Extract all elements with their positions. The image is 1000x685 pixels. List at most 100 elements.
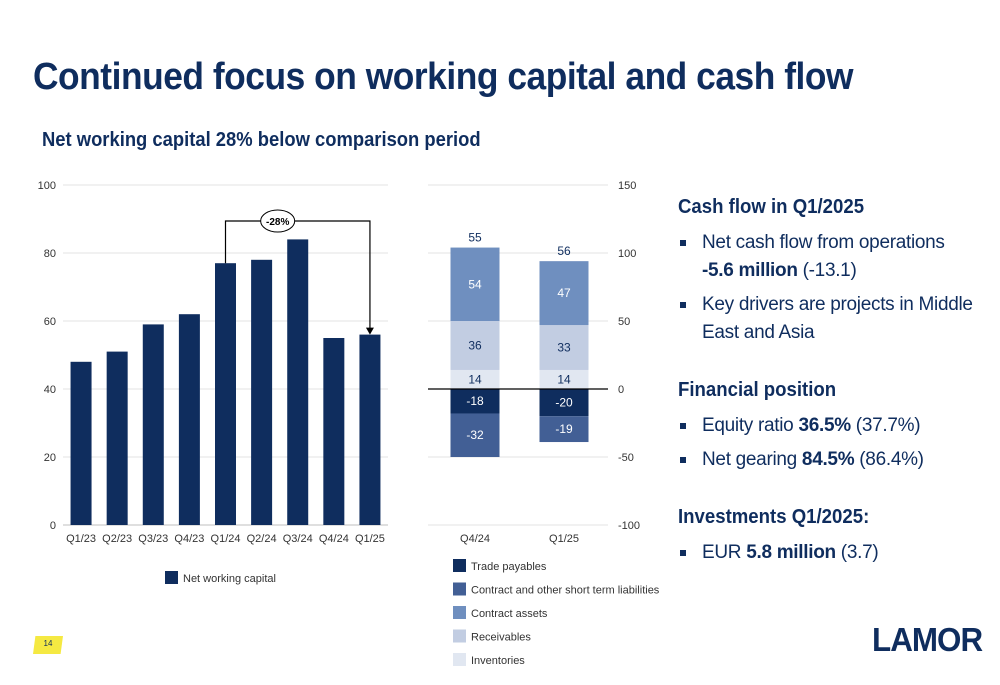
bar-q2-24 — [251, 259, 273, 525]
bar-q4-23 — [178, 314, 200, 525]
y-tick-label: 80 — [44, 248, 56, 260]
bullet-icon — [680, 240, 686, 246]
cash-flow-bullet-1-comparison: (-13.1) — [797, 260, 857, 281]
data-label: 47 — [557, 286, 571, 300]
segment-contract-assets — [539, 261, 589, 326]
net-gearing-label: Net gearing — [702, 449, 802, 470]
data-label: -20 — [555, 396, 573, 410]
y-tick-label: 40 — [44, 384, 56, 396]
cash-flow-bullet-1: Net cash flow from operations -5.6 milli… — [678, 229, 978, 285]
y-tick-label: 60 — [44, 316, 56, 328]
investments-bullet: EUR 5.8 million (3.7) — [678, 539, 978, 567]
y-tick-label: 0 — [618, 384, 624, 396]
x-tick-label: Q1/25 — [549, 533, 579, 545]
y-tick-label: -100 — [618, 520, 640, 532]
legend-swatch-inventories — [453, 653, 466, 666]
data-label: 54 — [468, 277, 482, 291]
investments-section: Investments Q1/2025: EUR 5.8 million (3.… — [678, 506, 978, 567]
bar-q4-24 — [323, 338, 345, 525]
segment-contract-assets — [450, 247, 500, 321]
segment-contract-and-other-short-term-liabilities — [539, 416, 589, 443]
cash-flow-heading: Cash flow in Q1/2025 — [678, 196, 865, 218]
legend-swatch-contract-assets — [453, 606, 466, 619]
y-tick-label: 100 — [38, 180, 56, 192]
legend-label: Net working capital — [183, 573, 276, 585]
x-tick-label: Q3/24 — [283, 533, 313, 545]
financial-position-section: Financial position Equity ratio 36.5% (3… — [678, 379, 978, 474]
bullet-icon — [680, 423, 686, 429]
investments-heading: Investments Q1/2025: — [678, 506, 870, 528]
change-badge — [260, 209, 296, 233]
data-label: 14 — [468, 372, 482, 386]
legend-swatch-trade-payables — [453, 559, 466, 572]
bullet-icon — [680, 457, 686, 463]
legend-swatch-contract-and-other-short-term-liabilities — [453, 582, 466, 596]
net-gearing-value: 84.5% — [801, 449, 855, 470]
segment-receivables — [450, 321, 500, 370]
cash-flow-bullet-1-text: Net cash flow from operations — [702, 232, 945, 253]
investments-label: EUR — [702, 542, 747, 563]
x-tick-label: Q1/23 — [66, 533, 96, 545]
page-number-badge: 14 — [33, 636, 63, 654]
x-tick-label: Q4/23 — [174, 533, 204, 545]
investments-value: 5.8 million — [746, 542, 836, 563]
legend-swatch-receivables — [453, 629, 466, 643]
page-number-shape — [33, 636, 63, 654]
x-tick-label: Q4/24 — [460, 533, 490, 545]
equity-ratio-comparison: (37.7%) — [850, 415, 921, 436]
cash-flow-bullet-2: Key drivers are projects in Middle East … — [678, 291, 978, 347]
y-tick-label: 0 — [50, 520, 56, 532]
total-label: 55 — [468, 231, 482, 245]
change-arrow-head — [365, 327, 374, 335]
equity-ratio-label: Equity ratio — [702, 415, 799, 436]
data-label: -32 — [466, 428, 484, 442]
bar-q1-25 — [359, 334, 381, 525]
segment-inventories — [450, 369, 500, 389]
bullet-icon — [680, 302, 686, 308]
x-tick-label: Q1/24 — [211, 533, 241, 545]
segment-receivables — [539, 325, 589, 370]
segment-contract-and-other-short-term-liabilities — [450, 413, 500, 457]
data-label: -18 — [466, 394, 484, 408]
bullet-icon — [680, 550, 686, 556]
segment-trade-payables — [539, 389, 589, 417]
equity-ratio-value: 36.5% — [798, 415, 851, 436]
page-number: 14 — [43, 639, 53, 648]
data-label: 14 — [557, 372, 571, 386]
y-tick-label: 100 — [618, 248, 636, 260]
change-badge-label: -28% — [266, 217, 289, 228]
data-label: 33 — [557, 341, 571, 355]
bar-q1-24 — [215, 263, 236, 525]
investments-comparison: (3.7) — [835, 542, 879, 563]
y-tick-label: 20 — [44, 452, 56, 464]
net-gearing-bullet: Net gearing 84.5% (86.4%) — [678, 446, 978, 474]
segment-inventories — [539, 369, 589, 389]
bar-q3-24 — [287, 239, 309, 525]
data-label: 36 — [468, 338, 482, 352]
x-tick-label: Q2/23 — [102, 533, 132, 545]
y-tick-label: -50 — [618, 452, 634, 464]
cash-flow-bullet-1-value: -5.6 million — [702, 260, 798, 281]
legend-label: Contract assets — [471, 608, 548, 620]
legend-label: Inventories — [471, 655, 525, 667]
legend-label: Receivables — [471, 632, 531, 644]
page-title: Continued focus on working capital and c… — [33, 56, 854, 98]
equity-ratio-bullet: Equity ratio 36.5% (37.7%) — [678, 412, 978, 440]
x-tick-label: Q3/23 — [138, 533, 168, 545]
change-arrow-line — [224, 220, 371, 329]
x-tick-label: Q2/24 — [247, 533, 277, 545]
legend-label: Contract and other short term liabilitie… — [471, 585, 660, 597]
net-gearing-comparison: (86.4%) — [854, 449, 924, 470]
x-tick-label: Q1/25 — [355, 533, 385, 545]
lamor-logo: LAMOR — [872, 621, 983, 658]
cash-flow-section: Cash flow in Q1/2025 Net cash flow from … — [678, 196, 978, 347]
summary-panel: Cash flow in Q1/2025 Net cash flow from … — [678, 196, 978, 599]
bar-q1-23 — [70, 361, 92, 525]
y-tick-label: 150 — [618, 180, 636, 192]
x-tick-label: Q4/24 — [319, 533, 349, 545]
bar-q2-23 — [106, 351, 128, 525]
total-label: 56 — [557, 244, 571, 258]
page-subtitle: Net working capital 28% below comparison… — [42, 129, 481, 151]
data-label: -19 — [555, 422, 573, 436]
